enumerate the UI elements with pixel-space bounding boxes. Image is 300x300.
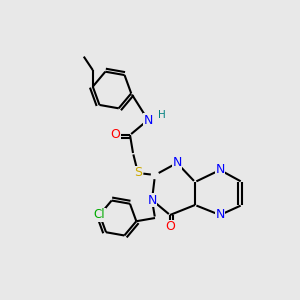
Text: N: N [215,208,225,221]
Text: H: H [158,110,166,120]
Text: N: N [215,164,225,176]
Text: O: O [165,220,175,233]
Text: S: S [134,167,142,179]
Text: N: N [143,113,153,127]
Text: O: O [110,128,120,142]
Text: N: N [172,157,182,169]
Text: Cl: Cl [94,208,106,221]
Text: N: N [147,194,157,206]
